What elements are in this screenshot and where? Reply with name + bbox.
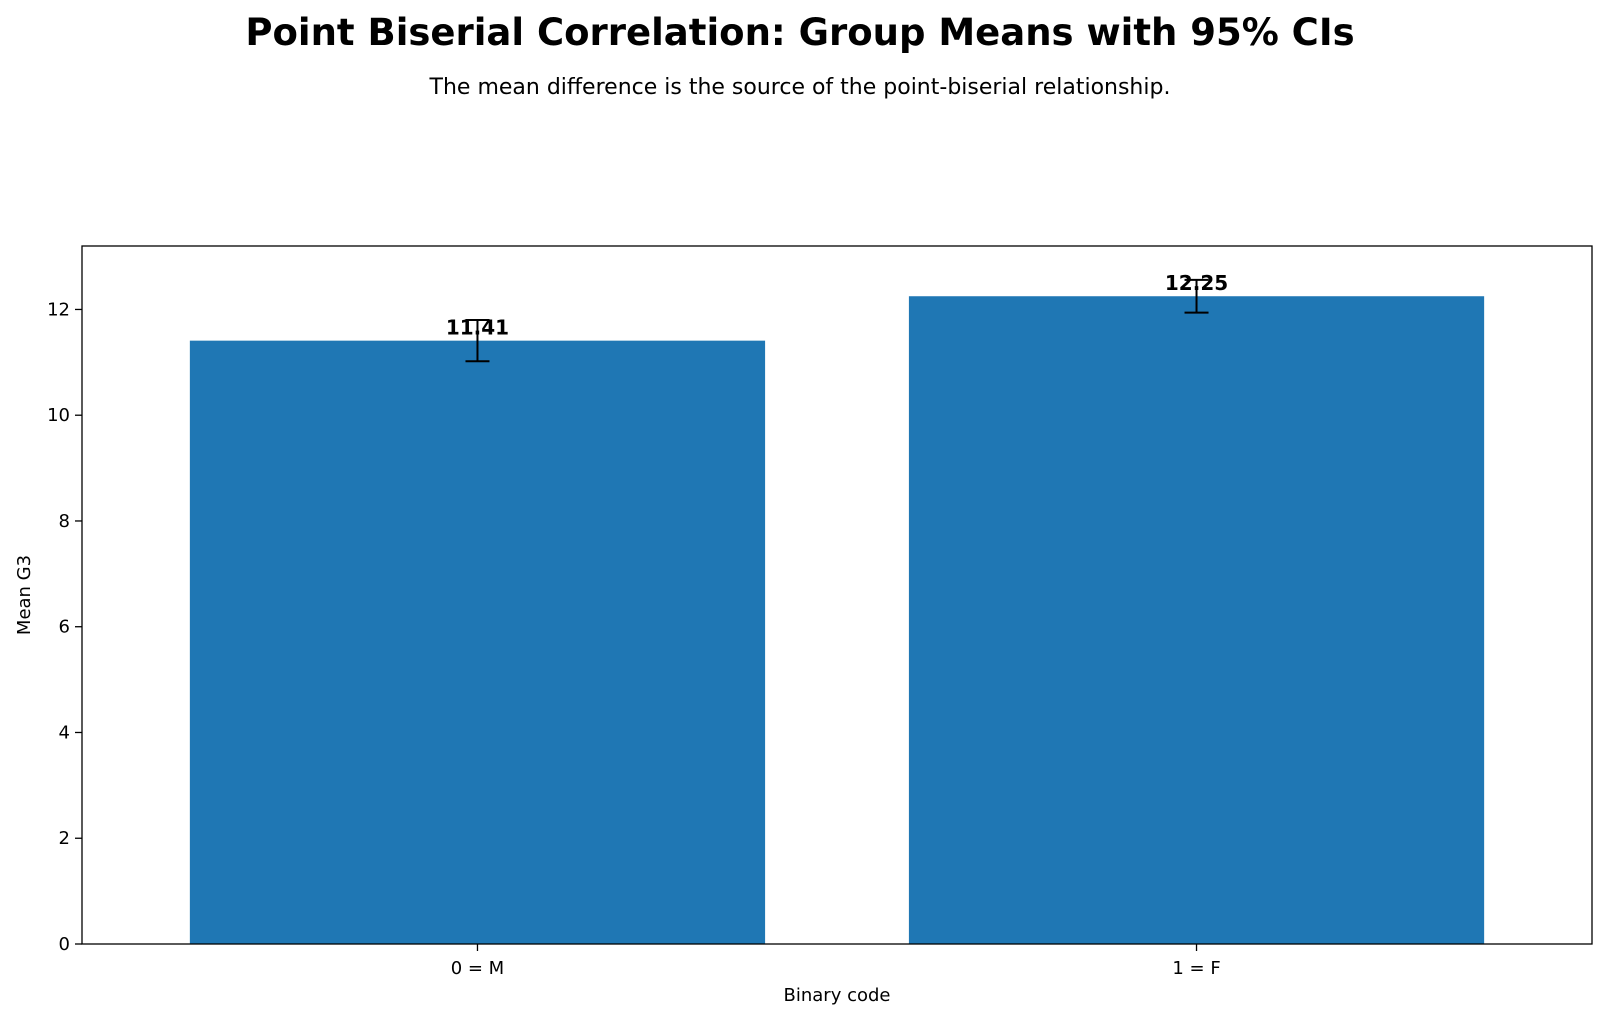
chart-subtitle: The mean difference is the source of the…	[429, 75, 1171, 100]
x-axis: 0 = M 1 = F	[451, 944, 1221, 979]
x-tick-label: 1 = F	[1172, 958, 1220, 979]
bars-layer	[189, 296, 1485, 944]
y-tick-label: 10	[47, 405, 70, 426]
y-tick-label: 8	[59, 511, 70, 532]
bar-value-label: 11.41	[446, 316, 509, 340]
y-tick-label: 12	[47, 299, 70, 320]
bar-value-label: 12.25	[1165, 271, 1228, 295]
y-tick-label: 2	[59, 828, 70, 849]
y-axis-label: Mean G3	[14, 555, 35, 635]
y-tick-label: 4	[59, 722, 70, 743]
bar	[908, 296, 1485, 944]
y-axis: 0 2 4 6 8 10 12	[47, 299, 82, 955]
bar	[189, 340, 766, 944]
plot-area-frame	[81, 245, 1593, 945]
errorbars-layer	[465, 278, 1209, 363]
chart-title: Point Biserial Correlation: Group Means …	[245, 11, 1354, 54]
x-axis-label: Binary code	[784, 985, 891, 1006]
y-tick-label: 0	[59, 934, 70, 955]
x-tick-label: 0 = M	[451, 958, 505, 979]
data-labels-layer: 11.41 12.25	[446, 271, 1228, 339]
y-tick-label: 6	[59, 617, 70, 638]
